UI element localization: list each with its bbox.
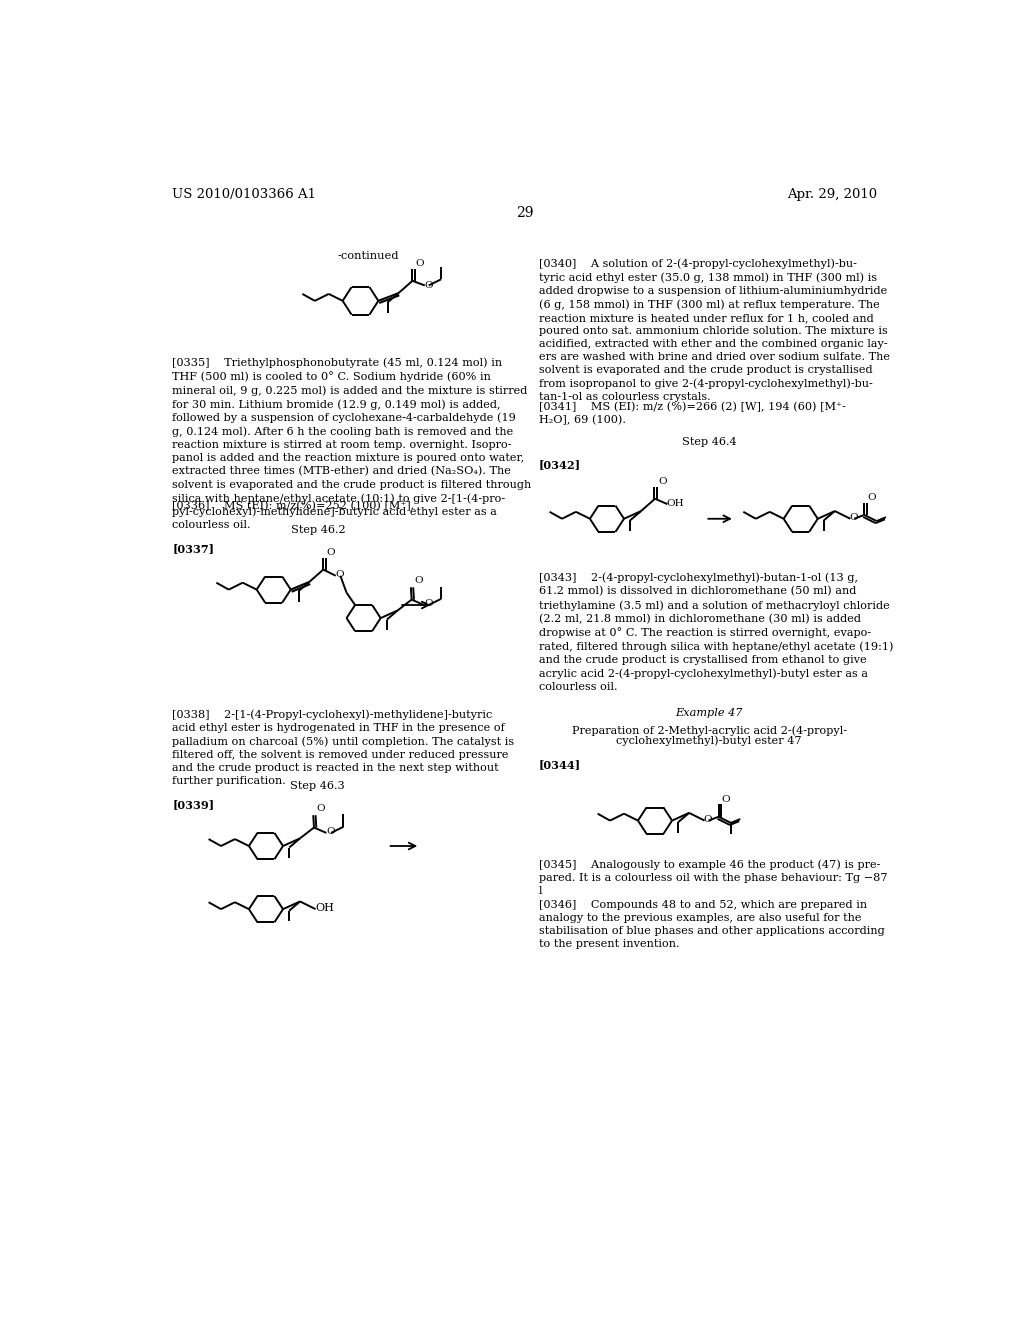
Text: O: O	[424, 281, 433, 290]
Text: O: O	[722, 795, 730, 804]
Text: Preparation of 2-Methyl-acrylic acid 2-(4-propyl-: Preparation of 2-Methyl-acrylic acid 2-(…	[571, 725, 847, 735]
Text: [0339]: [0339]	[172, 799, 214, 810]
Text: O: O	[327, 826, 335, 836]
Text: [0340]    A solution of 2-(4-propyl-cyclohexylmethyl)-bu-
tyric acid ethyl ester: [0340] A solution of 2-(4-propyl-cyclohe…	[539, 259, 890, 401]
Text: US 2010/0103366 A1: US 2010/0103366 A1	[172, 189, 316, 202]
Text: Step 46.4: Step 46.4	[682, 437, 736, 447]
Text: [0343]    2-(4-propyl-cyclohexylmethyl)-butan-1-ol (13 g,
61.2 mmol) is dissolve: [0343] 2-(4-propyl-cyclohexylmethyl)-but…	[539, 573, 893, 692]
Text: O: O	[703, 816, 713, 824]
Text: O: O	[424, 599, 433, 609]
Text: [0338]    2-[1-(4-Propyl-cyclohexyl)-methylidene]-butyric
acid ethyl ester is hy: [0338] 2-[1-(4-Propyl-cyclohexyl)-methyl…	[172, 710, 514, 787]
Text: [0346]    Compounds 48 to and 52, which are prepared in
analogy to the previous : [0346] Compounds 48 to and 52, which are…	[539, 900, 885, 949]
Text: O: O	[335, 570, 343, 579]
Text: O: O	[414, 576, 423, 585]
Text: [0337]: [0337]	[172, 544, 214, 554]
Text: O: O	[327, 548, 335, 557]
Text: OH: OH	[667, 499, 684, 508]
Text: [0336]    MS (EI): m/z(%)=252 (100) [M⁺].: [0336] MS (EI): m/z(%)=252 (100) [M⁺].	[172, 502, 415, 511]
Text: [0344]: [0344]	[539, 759, 581, 770]
Text: Apr. 29, 2010: Apr. 29, 2010	[787, 189, 878, 202]
Text: O: O	[850, 513, 858, 523]
Text: OH: OH	[315, 903, 335, 913]
Text: [0335]    Triethylphosphonobutyrate (45 ml, 0.124 mol) in
THF (500 ml) is cooled: [0335] Triethylphosphonobutyrate (45 ml,…	[172, 358, 531, 531]
Text: O: O	[416, 259, 424, 268]
Text: O: O	[867, 492, 876, 502]
Text: Step 46.2: Step 46.2	[291, 525, 345, 535]
Text: [0345]    Analogously to example 46 the product (47) is pre-
pared. It is a colo: [0345] Analogously to example 46 the pro…	[539, 859, 888, 896]
Text: cyclohexylmethyl)-butyl ester 47: cyclohexylmethyl)-butyl ester 47	[616, 737, 802, 747]
Text: 29: 29	[516, 206, 534, 220]
Text: O: O	[658, 478, 667, 487]
Text: O: O	[316, 804, 325, 813]
Text: [0342]: [0342]	[539, 459, 581, 470]
Text: [0341]    MS (EI): m/z (%)=266 (2) [W], 194 (60) [M⁺-
H₂O], 69 (100).: [0341] MS (EI): m/z (%)=266 (2) [W], 194…	[539, 401, 846, 425]
Text: Step 46.3: Step 46.3	[291, 780, 345, 791]
Text: Example 47: Example 47	[676, 708, 743, 718]
Text: -continued: -continued	[337, 251, 398, 260]
